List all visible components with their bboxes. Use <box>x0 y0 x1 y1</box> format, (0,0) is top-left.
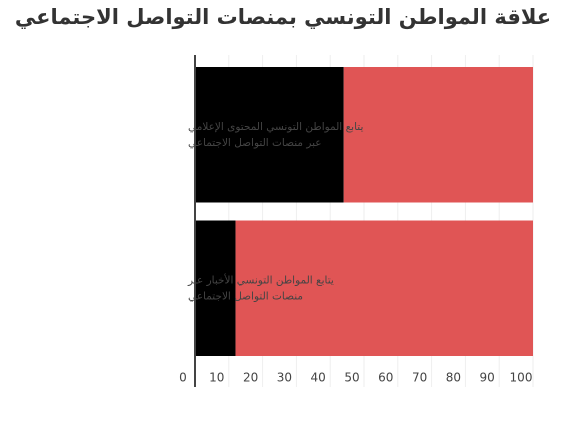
bar-segment <box>195 220 236 356</box>
y-tick-label-line: منصات التواصل الاجتماعي <box>188 290 303 302</box>
bar-segment <box>235 220 533 356</box>
y-tick-label: يتابع المواطن التونسي المحتوى الإعلامي عب… <box>188 121 363 149</box>
x-tick-label: 50 <box>344 371 359 385</box>
x-tick-label: 0 <box>179 371 187 385</box>
x-tick-label: 30 <box>277 371 292 385</box>
x-tick-label: 90 <box>480 371 495 385</box>
y-tick-label-line: يتابع المواطن التونسي المحتوى الإعلامي <box>188 121 363 133</box>
x-tick-label: 40 <box>311 371 326 385</box>
x-tick-label: 70 <box>412 371 427 385</box>
y-tick-label-line: يتابع المواطن التونسي الأخبار عبر <box>187 273 334 286</box>
chart-title: علاقة المواطن التونسي بمنصات التواصل الا… <box>15 5 551 29</box>
x-tick-label: 60 <box>378 371 393 385</box>
x-tick-label: 100 <box>510 371 533 385</box>
x-tick-label: 80 <box>446 371 461 385</box>
bar-segment <box>195 67 344 203</box>
y-tick-label-line: عبر منصات التواصل الاجتماعي <box>188 137 322 149</box>
x-tick-label: 20 <box>243 371 258 385</box>
x-tick-label: 10 <box>209 371 224 385</box>
bar-segment <box>343 67 533 203</box>
y-tick-label: يتابع المواطن التونسي الأخبار عبر منصات ا… <box>187 273 334 302</box>
